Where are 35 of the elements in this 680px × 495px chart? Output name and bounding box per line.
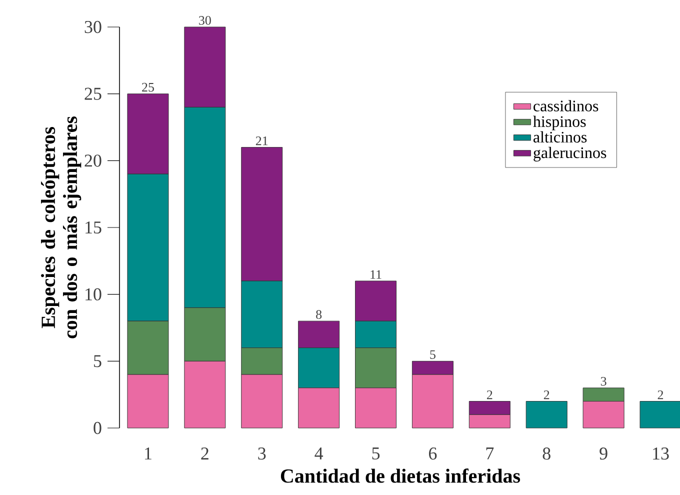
total-label: 8 — [316, 310, 322, 319]
legend-label: hispinos — [533, 116, 586, 130]
total-label: 25 — [142, 82, 154, 92]
total-label: 2 — [658, 390, 664, 400]
total-label: 3 — [600, 376, 606, 386]
total-label: 21 — [256, 136, 268, 146]
x-axis-title: Cantidad de dietas inferidas — [280, 468, 520, 483]
y-tick-label: 20 — [84, 154, 102, 167]
total-label: 5 — [430, 350, 436, 359]
legend-label: galerucinos — [534, 146, 606, 162]
bar — [640, 401, 680, 428]
y-tick-label: 0 — [94, 422, 102, 434]
y-tick-label: 15 — [86, 221, 102, 234]
x-tick-label: 1 — [145, 448, 152, 460]
x-tick-label: 9 — [600, 448, 608, 460]
y-tick-label: 5 — [94, 355, 102, 368]
y-axis-title: Especies de coleópteros con dos o más ejemplares — [40, 116, 82, 338]
y-tick-label: 25 — [84, 88, 102, 100]
legend-label: cassidinos — [534, 100, 598, 112]
legend-label: alticinos — [534, 131, 587, 143]
x-tick-label: 7 — [486, 448, 494, 460]
total-label: 30 — [199, 16, 211, 25]
x-tick-label: 6 — [428, 448, 437, 460]
bar — [526, 401, 568, 428]
y-tick-label: 10 — [86, 288, 102, 300]
y-tick-label: 30 — [84, 20, 102, 34]
x-tick-label: 4 — [314, 448, 324, 460]
x-tick-label: 3 — [258, 448, 266, 460]
total-label: 2 — [544, 390, 550, 400]
x-tick-label: 13 — [653, 448, 669, 460]
total-label: 11 — [370, 270, 382, 279]
total-label: 2 — [486, 390, 492, 400]
x-tick-label: 8 — [542, 448, 550, 460]
x-tick-label: 2 — [201, 448, 208, 460]
x-tick-label: 5 — [372, 448, 380, 460]
